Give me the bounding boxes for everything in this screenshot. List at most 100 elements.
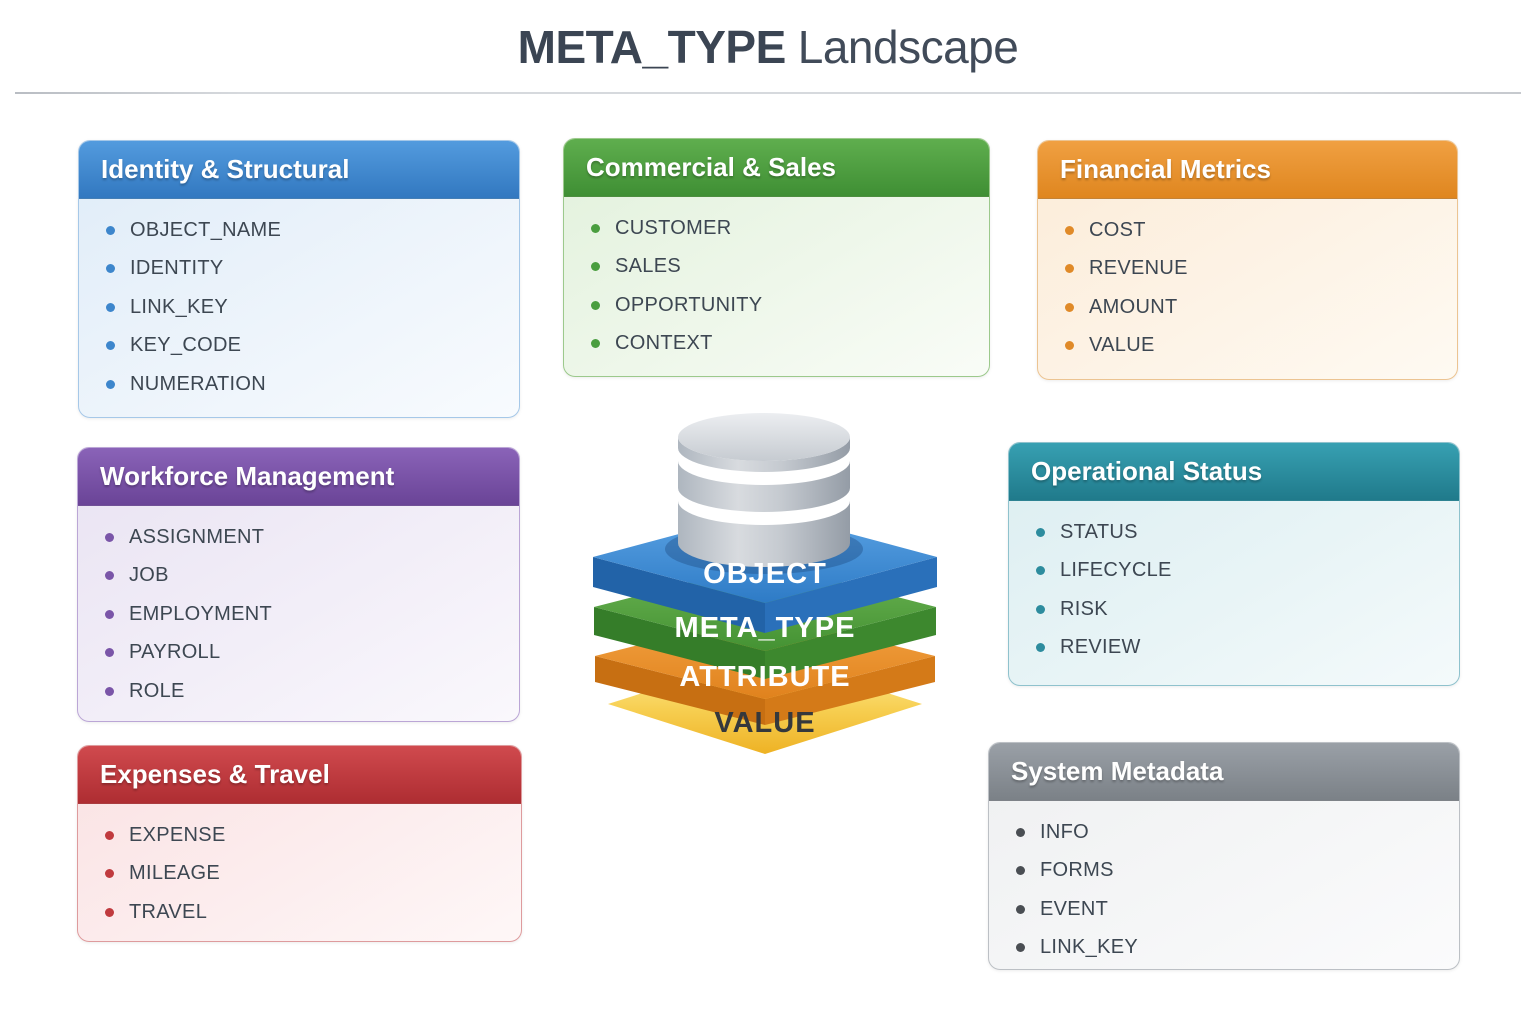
database-icon xyxy=(678,413,850,567)
card-operational-status-list: STATUS LIFECYCLE RISK REVIEW xyxy=(1009,501,1459,667)
bullet-icon xyxy=(1036,566,1045,576)
card-financial-metrics-header: Financial Metrics xyxy=(1038,141,1457,199)
bullet-icon xyxy=(591,300,600,310)
list-item: ROLE xyxy=(105,672,519,711)
card-identity-structural-header: Identity & Structural xyxy=(79,141,519,199)
bullet-icon xyxy=(1065,302,1074,312)
bullet-icon xyxy=(105,532,114,542)
list-item: CUSTOMER xyxy=(591,209,989,248)
list-item: LIFECYCLE xyxy=(1036,552,1459,591)
list-item: REVIEW xyxy=(1036,629,1459,668)
card-commercial-sales-header: Commercial & Sales xyxy=(564,139,989,197)
card-financial-metrics-list: COST REVENUE AMOUNT VALUE xyxy=(1038,199,1457,365)
bullet-icon xyxy=(105,648,114,658)
card-expenses-travel-header: Expenses & Travel xyxy=(78,746,521,804)
bullet-icon xyxy=(591,223,600,233)
list-item: OPPORTUNITY xyxy=(591,286,989,325)
list-item: TRAVEL xyxy=(105,893,521,932)
card-commercial-sales: Commercial & Sales CUSTOMER SALES OPPORT… xyxy=(563,138,990,377)
bullet-icon xyxy=(105,907,114,917)
bullet-icon xyxy=(106,379,115,389)
card-system-metadata-header: System Metadata xyxy=(989,743,1459,801)
bullet-icon xyxy=(1016,866,1025,876)
bullet-icon xyxy=(1016,827,1025,837)
title-divider xyxy=(15,92,1521,94)
object-layer-left-side xyxy=(593,557,765,633)
stack-layer-label-value: VALUE xyxy=(714,707,815,739)
page-title-rest: Landscape xyxy=(797,21,1019,73)
list-item: SALES xyxy=(591,248,989,287)
card-title: Commercial & Sales xyxy=(586,152,837,182)
page-title-strong: META_TYPE xyxy=(517,21,787,73)
meta-type-layer-right-side xyxy=(765,607,936,679)
bullet-icon xyxy=(106,341,115,351)
list-item: IDENTITY xyxy=(106,250,519,289)
attribute-layer-right-side xyxy=(765,656,935,725)
bullet-icon xyxy=(1065,264,1074,274)
list-item: VALUE xyxy=(1065,327,1457,366)
cylinder-band-1 xyxy=(678,448,850,485)
bullet-icon xyxy=(1016,904,1025,914)
list-item: EMPLOYMENT xyxy=(105,595,519,634)
bullet-icon xyxy=(105,571,114,581)
list-item: NUMERATION xyxy=(106,365,519,404)
page-header: META_TYPE Landscape xyxy=(0,0,1536,74)
card-title: Identity & Structural xyxy=(101,154,350,184)
bullet-icon xyxy=(1036,643,1045,653)
bullet-icon xyxy=(1065,341,1074,351)
bullet-icon xyxy=(105,609,114,619)
stack-layer-label-attribute: ATTRIBUTE xyxy=(679,661,850,693)
card-financial-metrics: Financial Metrics COST REVENUE AMOUNT VA… xyxy=(1037,140,1458,380)
card-workforce-management-header: Workforce Management xyxy=(78,448,519,506)
list-item: JOB xyxy=(105,557,519,596)
card-identity-structural-list: OBJECT_NAME IDENTITY LINK_KEY KEY_CODE N… xyxy=(79,199,519,404)
list-item: STATUS xyxy=(1036,513,1459,552)
stack-layer-label-object: OBJECT xyxy=(703,558,827,590)
list-item: REVENUE xyxy=(1065,250,1457,289)
cylinder-band-2 xyxy=(678,488,850,525)
card-expenses-travel: Expenses & Travel EXPENSE MILEAGE TRAVEL xyxy=(77,745,522,942)
list-item: INFO xyxy=(1016,813,1459,852)
list-item: CONTEXT xyxy=(591,325,989,364)
bullet-icon xyxy=(591,339,600,349)
meta-type-stack: OBJECT META_TYPE ATTRIBUTE VALUE xyxy=(593,413,937,754)
bullet-icon xyxy=(1036,527,1045,537)
attribute-layer-left-side xyxy=(595,656,765,725)
card-commercial-sales-list: CUSTOMER SALES OPPORTUNITY CONTEXT xyxy=(564,197,989,363)
card-system-metadata-list: INFO FORMS EVENT LINK_KEY xyxy=(989,801,1459,967)
list-item: KEY_CODE xyxy=(106,327,519,366)
card-operational-status: Operational Status STATUS LIFECYCLE RISK… xyxy=(1008,442,1460,686)
list-item: ASSIGNMENT xyxy=(105,518,519,557)
list-item: MILEAGE xyxy=(105,855,521,894)
card-title: System Metadata xyxy=(1011,756,1224,786)
bullet-icon xyxy=(1065,225,1074,235)
cylinder-top xyxy=(678,413,850,461)
card-identity-structural: Identity & Structural OBJECT_NAME IDENTI… xyxy=(78,140,520,418)
meta-type-layer-left-side xyxy=(594,607,765,679)
card-workforce-management: Workforce Management ASSIGNMENT JOB EMPL… xyxy=(77,447,520,722)
card-title: Expenses & Travel xyxy=(100,759,330,789)
bullet-icon xyxy=(106,302,115,312)
list-item: FORMS xyxy=(1016,852,1459,891)
list-item: OBJECT_NAME xyxy=(106,211,519,250)
card-title: Workforce Management xyxy=(100,461,395,491)
bullet-icon xyxy=(105,830,114,840)
bullet-icon xyxy=(106,264,115,274)
card-operational-status-header: Operational Status xyxy=(1009,443,1459,501)
bullet-icon xyxy=(591,262,600,272)
bullet-icon xyxy=(106,225,115,235)
card-expenses-travel-list: EXPENSE MILEAGE TRAVEL xyxy=(78,804,521,932)
list-item: EXPENSE xyxy=(105,816,521,855)
card-system-metadata: System Metadata INFO FORMS EVENT LINK_KE… xyxy=(988,742,1460,970)
list-item: RISK xyxy=(1036,590,1459,629)
bullet-icon xyxy=(105,869,114,879)
page-title: META_TYPE Landscape xyxy=(0,20,1536,74)
list-item: LINK_KEY xyxy=(106,288,519,327)
card-workforce-management-list: ASSIGNMENT JOB EMPLOYMENT PAYROLL ROLE xyxy=(78,506,519,711)
list-item: AMOUNT xyxy=(1065,288,1457,327)
list-item: LINK_KEY xyxy=(1016,929,1459,968)
bullet-icon xyxy=(1036,604,1045,614)
bullet-icon xyxy=(1016,943,1025,953)
card-title: Operational Status xyxy=(1031,456,1263,486)
